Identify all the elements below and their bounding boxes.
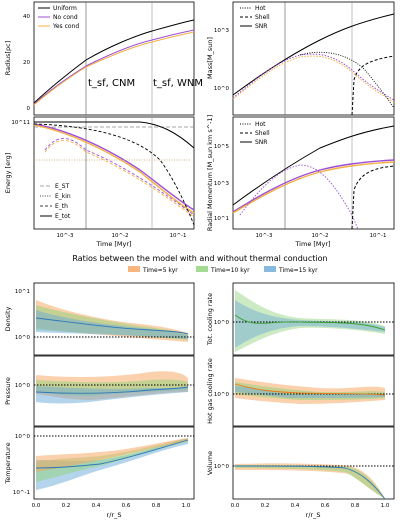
legend-snr: SNR (255, 139, 267, 146)
y-axis-label: Radial Momentum [M_sun km s^-1] (206, 115, 214, 231)
y-axis-label: Temperature (4, 442, 12, 484)
legend-yes-cond: Yes cond (52, 23, 79, 30)
panel-radial-momentum: Hot Shell SNR 10^1 10^3 10^5 10^-3 10^-2… (206, 115, 394, 248)
x-tick: 10^-2 (311, 233, 328, 239)
y-tick: 10^3 (214, 181, 230, 187)
x-tick: 0.8 (351, 503, 360, 509)
y-tick: 10^1 (15, 289, 30, 295)
legend-snr: SNR (255, 23, 267, 30)
legend-e-st: E_ST (55, 183, 70, 190)
series-uniform (34, 20, 194, 103)
ratio-legend: Time=5 kyr Time=10 kyr Time=15 kyr (128, 266, 318, 274)
annotation-t-wnm: t_sf, WNM (153, 78, 203, 89)
y-tick: 10^0 (214, 464, 230, 470)
panel-temperature: 10^-1 10^0 0.0 0.2 0.4 0.6 0.8 1.0 r/r_S… (4, 427, 194, 519)
legend: Hot Shell SNR (240, 5, 270, 30)
panel-tot-cooling-rate: 10^0 Tot. cooling rate (206, 283, 394, 355)
series-hot-uniform (300, 52, 394, 108)
legend-e-th: E_th (55, 203, 68, 210)
series-hot-no-cond (233, 54, 394, 100)
y-axis-label: Density (4, 306, 12, 331)
y-tick: 10^0 (15, 335, 31, 341)
legend-hot: Hot (255, 121, 266, 128)
y-axis-label: Energy [erg] (4, 153, 12, 194)
y-axis-label: Pressure (4, 377, 12, 405)
x-ticks: 10^-3 10^-2 10^-1 (56, 233, 186, 239)
panel-volume: 10^0 0.0 0.2 0.4 0.6 0.8 1.0 r/r_S Volum… (206, 427, 394, 519)
series-no-cond (34, 30, 194, 104)
legend: Uniform No cond Yes cond (38, 5, 79, 30)
panel-pressure: 10^0 Pressure (4, 356, 194, 426)
series-yes-cond (34, 32, 194, 105)
y-tick: 10^11 (11, 120, 30, 126)
y-ticks: 0 20 40 (23, 14, 31, 112)
x-tick: 0.0 (32, 503, 41, 509)
x-tick: 10^-2 (111, 233, 128, 239)
x-axis-label: r/r_S (107, 511, 122, 519)
y-tick: 10^-1 (13, 490, 30, 496)
x-tick: 0.2 (261, 503, 270, 509)
x-tick: 0.8 (152, 503, 161, 509)
x-tick: 1.0 (182, 503, 191, 509)
legend-hot: Hot (255, 5, 266, 12)
legend-e-kin: E_kin (55, 193, 71, 200)
x-ticks: 0.0 0.2 0.4 0.6 0.8 1.0 (231, 503, 390, 509)
legend-shell: Shell (255, 130, 270, 137)
y-tick: 10^5 (214, 144, 230, 150)
x-axis-label: r/r_S (306, 511, 321, 519)
panel-hot-gas-cooling-rate: 10^0 Hot gas cooling rate (206, 356, 394, 426)
series-shell-uniform (352, 56, 394, 115)
legend-time-10: Time=10 kyr (210, 267, 250, 274)
y-tick: 10^0 (15, 383, 31, 389)
x-axis-label: Time [Myr] (294, 240, 330, 248)
y-tick: 20 (23, 60, 30, 66)
legend-time-5: Time=5 kyr (142, 267, 178, 274)
y-ticks: 10^0 10^3 (214, 28, 230, 92)
x-tick: 0.4 (291, 503, 300, 509)
x-tick: 10^-3 (255, 233, 273, 239)
x-tick: 0.0 (231, 503, 240, 509)
series-shell-uniform (352, 166, 394, 229)
y-tick: 10^0 (214, 320, 230, 326)
x-tick: 10^-3 (56, 233, 74, 239)
y-tick: 10^3 (214, 28, 230, 34)
legend: Hot Shell SNR (240, 121, 270, 146)
panel-radius: Uniform No cond Yes cond t_sf, CNM t_sf,… (4, 2, 203, 115)
x-tick: 0.6 (321, 503, 330, 509)
x-tick: 0.4 (92, 503, 101, 509)
ratio-section-title: Ratios between the model with and withou… (72, 254, 327, 263)
y-tick: 10^0 (15, 434, 31, 440)
x-tick: 0.6 (122, 503, 131, 509)
panel-energy: E_ST E_kin E_th E_tot 10^11 10^-3 10^-2 … (4, 117, 194, 248)
y-tick: 10^0 (214, 86, 230, 92)
y-axis-label: Tot. cooling rate (206, 293, 214, 346)
y-axis-label: Volume (206, 451, 214, 475)
annotation-t-cnm: t_sf, CNM (88, 78, 135, 89)
x-axis-label: Time [Myr] (95, 240, 131, 248)
legend: E_ST E_kin E_th E_tot (40, 183, 71, 220)
legend-uniform: Uniform (53, 5, 77, 12)
x-tick: 10^-1 (169, 233, 186, 239)
legend-e-tot: E_tot (55, 213, 71, 220)
panel-density: 10^0 10^1 Density (4, 283, 194, 355)
y-tick: 40 (23, 14, 30, 20)
x-tick: 10^-1 (369, 233, 386, 239)
x-ticks: 0.0 0.2 0.4 0.6 0.8 1.0 (32, 503, 191, 509)
x-tick: 0.2 (62, 503, 71, 509)
y-tick: 0 (27, 106, 31, 112)
x-tick: 1.0 (381, 503, 390, 509)
y-ticks: 10^1 10^3 10^5 (214, 144, 230, 222)
y-ticks: 10^11 (11, 120, 30, 126)
legend-shell: Shell (255, 14, 270, 21)
y-axis-label: Radius[pc] (4, 41, 12, 76)
y-tick: 10^1 (214, 216, 229, 222)
y-tick: 10^0 (214, 392, 230, 398)
panel-mass: Hot Shell SNR 10^0 10^3 Mass[M_sun] (206, 2, 394, 115)
legend-time-15: Time=15 kyr (278, 267, 318, 274)
y-axis-label: Mass[M_sun] (206, 37, 214, 79)
legend-no-cond: No cond (53, 14, 78, 21)
x-ticks: 10^-3 10^-2 10^-1 (255, 233, 386, 239)
y-axis-label: Hot gas cooling rate (206, 358, 214, 424)
